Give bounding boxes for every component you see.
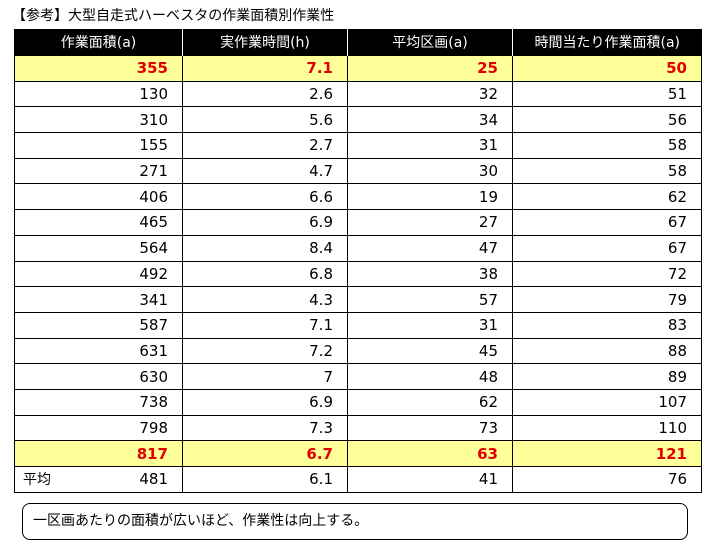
cell-avg-plot: 38 [347,260,513,288]
cell-area: 631 [14,337,183,365]
cell-avg-plot: 19 [347,183,513,211]
table-row: 130 2.6 32 51 [14,80,702,108]
cell-avg-plot: 32 [347,80,513,108]
cell-area: 630 [14,363,183,390]
table-row: 738 6.9 62 107 [14,388,702,416]
table-row: 630 7 48 89 [14,363,702,390]
table-row: 465 6.9 27 67 [14,209,702,236]
cell-avg-plot: 62 [347,388,513,416]
cell-work-time: 6.9 [182,209,348,236]
cell-area-per-hour: 67 [512,234,702,262]
cell-area: 564 [14,234,183,262]
table-row: 310 5.6 34 56 [14,106,702,134]
cell-area-per-hour: 107 [512,388,702,416]
cell-avg-plot: 63 [347,440,513,467]
cell-work-time: 7.1 [182,55,348,82]
cell-area-per-hour: 88 [512,337,702,365]
header-row: 作業面積(a) 実作業時間(h) 平均区画(a) 時間当たり作業面積(a) [14,29,702,56]
cell-work-time: 7.1 [182,311,348,339]
cell-work-time: 7.3 [182,414,348,442]
average-area-per-hour: 76 [512,466,702,493]
table-row: 587 7.1 31 83 [14,311,702,339]
cell-area-per-hour: 121 [512,440,702,467]
cell-area: 155 [14,132,183,159]
cell-avg-plot: 25 [347,55,513,82]
cell-area-per-hour: 89 [512,363,702,390]
cell-work-time: 8.4 [182,234,348,262]
cell-avg-plot: 34 [347,106,513,134]
header-area: 作業面積(a) [14,29,183,56]
cell-area: 271 [14,157,183,185]
cell-avg-plot: 30 [347,157,513,185]
header-work-time: 実作業時間(h) [182,29,348,56]
cell-work-time: 6.7 [182,440,348,467]
cell-area: 817 [14,440,183,467]
cell-area: 355 [14,55,183,82]
cell-avg-plot: 57 [347,286,513,313]
cell-work-time: 6.9 [182,388,348,416]
cell-avg-plot: 27 [347,209,513,236]
cell-area: 130 [14,80,183,108]
cell-work-time: 6.6 [182,183,348,211]
cell-avg-plot: 48 [347,363,513,390]
header-area-per-hour: 時間当たり作業面積(a) [512,29,702,56]
table-row: 817 6.7 63 121 [14,440,702,467]
cell-area-per-hour: 58 [512,157,702,185]
cell-area: 587 [14,311,183,339]
table-row: 798 7.3 73 110 [14,414,702,442]
cell-avg-plot: 45 [347,337,513,365]
table-row: 341 4.3 57 79 [14,286,702,313]
cell-work-time: 2.7 [182,132,348,159]
cell-avg-plot: 31 [347,311,513,339]
cell-area-per-hour: 67 [512,209,702,236]
cell-area-per-hour: 79 [512,286,702,313]
cell-work-time: 7 [182,363,348,390]
cell-avg-plot: 47 [347,234,513,262]
cell-area-per-hour: 56 [512,106,702,134]
header-avg-plot: 平均区画(a) [347,29,513,56]
average-row: 平均 481 6.1 41 76 [14,466,702,493]
cell-area-per-hour: 110 [512,414,702,442]
cell-area-per-hour: 72 [512,260,702,288]
table-row: 155 2.7 31 58 [14,132,702,159]
table-row: 564 8.4 47 67 [14,234,702,262]
cell-area-per-hour: 62 [512,183,702,211]
cell-work-time: 2.6 [182,80,348,108]
note-box: 一区画あたりの面積が広いほど、作業性は向上する。 [22,503,688,540]
cell-area-per-hour: 83 [512,311,702,339]
cell-area: 738 [14,388,183,416]
average-area-value: 481 [139,470,168,489]
cell-avg-plot: 73 [347,414,513,442]
cell-area: 310 [14,106,183,134]
cell-area: 492 [14,260,183,288]
table-row: 631 7.2 45 88 [14,337,702,365]
cell-avg-plot: 31 [347,132,513,159]
table-row: 271 4.7 30 58 [14,157,702,185]
table-row: 492 6.8 38 72 [14,260,702,288]
average-avg-plot: 41 [347,466,513,493]
cell-area-per-hour: 50 [512,55,702,82]
cell-area: 798 [14,414,183,442]
page-title: 【参考】大型自走式ハーベスタの作業面積別作業性 [12,8,335,24]
average-label: 平均 [23,472,51,489]
cell-work-time: 4.3 [182,286,348,313]
table-row: 355 7.1 25 50 [14,55,702,82]
cell-work-time: 6.8 [182,260,348,288]
cell-area: 341 [14,286,183,313]
cell-area-per-hour: 51 [512,80,702,108]
cell-work-time: 7.2 [182,337,348,365]
table-row: 406 6.6 19 62 [14,183,702,211]
cell-area: 406 [14,183,183,211]
cell-work-time: 5.6 [182,106,348,134]
data-table: 作業面積(a) 実作業時間(h) 平均区画(a) 時間当たり作業面積(a) 35… [14,29,702,493]
cell-work-time: 4.7 [182,157,348,185]
cell-area: 465 [14,209,183,236]
average-area-cell: 平均 481 [14,466,183,493]
average-work-time: 6.1 [182,466,348,493]
cell-area-per-hour: 58 [512,132,702,159]
